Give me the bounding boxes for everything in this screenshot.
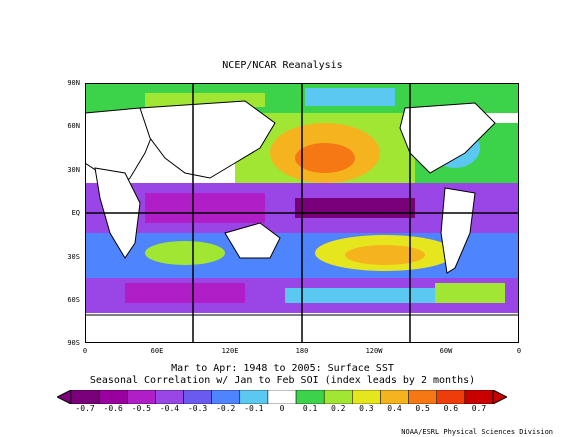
colorbar-label: -0.4	[159, 404, 180, 413]
colorbar-label: -0.7	[75, 404, 95, 413]
lon-label: 60W	[439, 347, 453, 355]
colorbar-arrow-left	[57, 390, 72, 404]
colorbar-swatch	[323, 390, 353, 404]
lat-label: 30N	[67, 166, 80, 174]
colorbar-swatch	[183, 390, 212, 404]
colorbar-swatch	[70, 390, 100, 404]
map-title: NCEP/NCAR Reanalysis	[222, 60, 343, 71]
colorbar-label: -0.5	[131, 404, 151, 413]
colorbar-label: -0.1	[244, 404, 264, 413]
grid	[85, 83, 519, 343]
lat-label: 60S	[67, 296, 80, 304]
colorbar-label: 0.4	[387, 404, 402, 413]
colorbar-swatch	[211, 390, 241, 404]
colorbar-swatch	[408, 390, 437, 404]
colorbar-swatch	[352, 390, 381, 404]
colorbar-label: 0.1	[302, 404, 318, 413]
south-america	[440, 187, 476, 274]
colorbar-swatch	[295, 390, 325, 404]
colorbar-label: 0.2	[331, 404, 346, 413]
lat-label: 90N	[67, 79, 80, 87]
colorbar-swatch	[155, 390, 184, 404]
colorbar-swatch	[380, 390, 409, 404]
lat-label: 60N	[67, 122, 80, 130]
colorbar-label: 0.6	[443, 404, 459, 413]
lon-label: 120W	[365, 347, 383, 355]
colorbar-swatch	[98, 390, 128, 404]
lat-label: 30S	[67, 253, 80, 261]
colorbar-arrow-right	[492, 390, 507, 404]
lon-label: 0	[516, 347, 522, 355]
colorbar-label: 0	[279, 404, 285, 413]
colorbar-label: -0.2	[216, 404, 236, 413]
colorbar-swatch	[127, 390, 156, 404]
colorbar-swatch	[464, 390, 494, 404]
lat-label: EQ	[71, 209, 80, 217]
colorbar-swatch	[267, 390, 297, 404]
colorbar	[57, 390, 507, 404]
credit-text: NOAA/ESRL Physical Sciences Division	[401, 428, 553, 436]
lon-label: 180	[295, 347, 309, 355]
colorbar-swatch	[436, 390, 466, 404]
lon-label: 120E	[221, 347, 239, 355]
colorbar-label: 0.3	[359, 404, 374, 413]
colorbar-label: -0.6	[103, 404, 123, 413]
caption-line1: Mar to Apr: 1948 to 2005: Surface SST	[171, 363, 394, 374]
lon-label: 0	[82, 347, 88, 355]
colorbar-label: -0.3	[187, 404, 208, 413]
colorbar-label: 0.7	[471, 404, 487, 413]
north-america	[399, 102, 496, 174]
australia	[224, 222, 281, 259]
lat-label: 90S	[67, 339, 80, 347]
colorbar-swatch	[239, 390, 269, 404]
caption-line2: Seasonal Correlation w/ Jan to Feb SOI (…	[89, 375, 476, 386]
lon-label: 60E	[150, 347, 164, 355]
map-frame	[85, 83, 519, 343]
correlation-map	[85, 83, 519, 343]
colorbar-label: 0.5	[415, 404, 430, 413]
asia	[139, 100, 276, 179]
